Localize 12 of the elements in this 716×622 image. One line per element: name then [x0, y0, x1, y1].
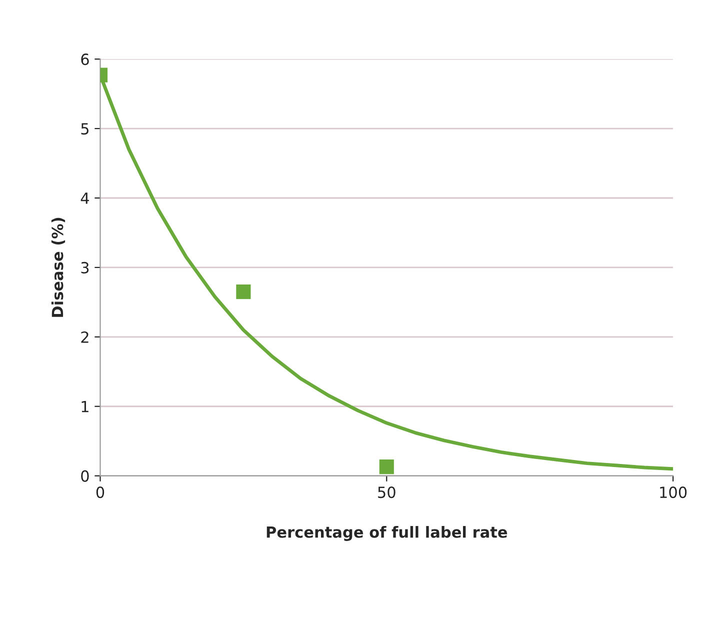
- x-tick-label: 0: [96, 486, 104, 498]
- y-tick-label: 4: [80, 192, 89, 204]
- y-tick-label: 1: [82, 401, 88, 412]
- y-tick-label: 3: [81, 262, 89, 274]
- x-tick-label: 50: [378, 486, 396, 498]
- y-tick-label: 5: [81, 123, 88, 135]
- y-tick-label: 0: [81, 470, 89, 482]
- y-tick-label: 6: [81, 54, 89, 66]
- x-axis-title: Percentage of full label rate: [266, 526, 508, 541]
- y-axis-title: Disease (%): [51, 218, 66, 317]
- x-tick-label: 100: [660, 486, 687, 498]
- y-tick-label: 2: [81, 331, 88, 343]
